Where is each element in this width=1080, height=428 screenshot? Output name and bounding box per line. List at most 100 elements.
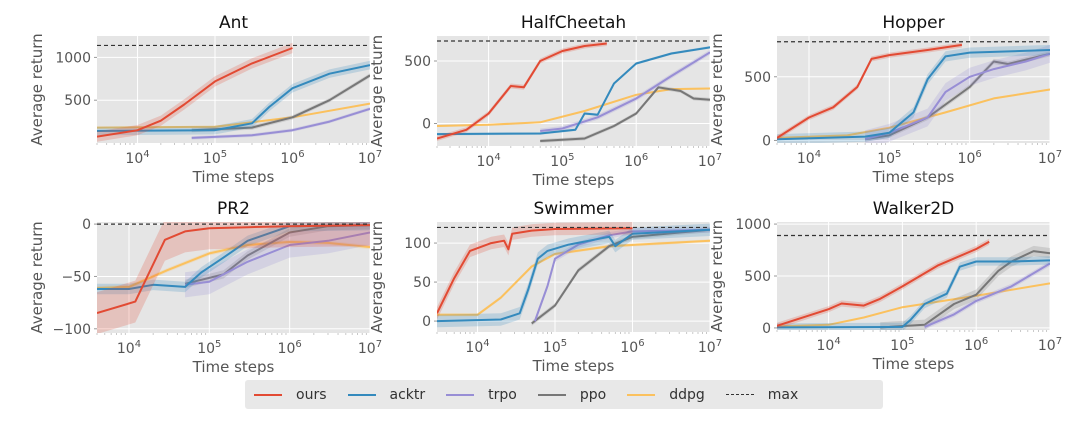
legend-label: trpo bbox=[488, 386, 517, 403]
y-tick-label: 100 bbox=[404, 236, 431, 252]
line-ppo bbox=[191, 74, 370, 132]
x-tick-label: 104 bbox=[465, 338, 489, 356]
legend-item-ours: ours bbox=[254, 387, 327, 403]
y-axis-label: Average return bbox=[708, 220, 726, 332]
y-tick-label: 1000 bbox=[735, 217, 771, 233]
panel-title: Walker2D bbox=[873, 199, 954, 219]
panel-title: Swimmer bbox=[534, 199, 614, 219]
line-acktr bbox=[777, 49, 1050, 141]
x-tick-label: 106 bbox=[964, 336, 988, 354]
y-tick-label: 0 bbox=[422, 314, 431, 330]
x-tick-label: 107 bbox=[698, 152, 722, 170]
x-axis-label: Time steps bbox=[872, 168, 955, 186]
y-tick-label: 500 bbox=[64, 93, 91, 109]
line-ours bbox=[777, 240, 990, 327]
legend-label: ours bbox=[296, 386, 327, 403]
y-tick-label: 50 bbox=[413, 275, 431, 291]
x-tick-label: 106 bbox=[620, 338, 644, 356]
line-ppo bbox=[531, 228, 710, 325]
y-tick-label: −50 bbox=[61, 269, 91, 285]
plot-series bbox=[777, 42, 1050, 143]
legend-swatch-ddpg bbox=[627, 393, 656, 396]
x-axis-label: Time steps bbox=[532, 171, 615, 189]
line-trpo bbox=[191, 107, 370, 139]
plot-series bbox=[777, 238, 1050, 330]
band-ours bbox=[777, 238, 990, 329]
panel-title: HalfCheetah bbox=[521, 13, 626, 33]
panel-hopper: 0 500 104 105 106 107 Hopper Time steps Average … bbox=[708, 13, 1062, 186]
legend-label: max bbox=[767, 386, 799, 403]
x-tick-label: 107 bbox=[358, 339, 382, 357]
band-ppo bbox=[880, 245, 1050, 330]
x-tick-label: 107 bbox=[358, 149, 382, 167]
line-ppo bbox=[540, 86, 710, 142]
legend-item-max: max bbox=[725, 386, 799, 403]
band-ours bbox=[437, 41, 607, 141]
panel-title: Ant bbox=[219, 13, 248, 33]
y-tick-label: 500 bbox=[744, 269, 771, 285]
x-tick-label: 104 bbox=[816, 336, 840, 354]
y-tick-label: −100 bbox=[53, 322, 91, 338]
y-axis-label: Average return bbox=[368, 35, 386, 147]
panel-pr2: −100 −50 0 104 105 106 107 PR2 Time steps Average… bbox=[28, 199, 382, 376]
band-acktr bbox=[97, 222, 370, 295]
x-tick-label: 105 bbox=[197, 339, 221, 357]
line-trpo bbox=[864, 52, 1050, 141]
y-axis-label: Average return bbox=[708, 33, 726, 145]
band-acktr bbox=[777, 44, 1050, 143]
line-ddpg bbox=[777, 282, 1050, 328]
line-ours bbox=[97, 224, 370, 315]
plot-series bbox=[97, 222, 370, 333]
x-tick-label: 107 bbox=[1038, 149, 1062, 167]
line-ours bbox=[777, 43, 963, 139]
x-tick-label: 104 bbox=[476, 152, 500, 170]
x-tick-label: 105 bbox=[550, 152, 574, 170]
x-tick-label: 104 bbox=[125, 149, 149, 167]
legend-swatch-acktr bbox=[347, 393, 376, 396]
line-acktr bbox=[97, 64, 370, 132]
line-ddpg bbox=[777, 88, 1050, 139]
legend-swatch-max bbox=[725, 394, 754, 395]
line-ours bbox=[437, 42, 607, 140]
x-tick-label: 105 bbox=[543, 338, 567, 356]
band-ours bbox=[437, 222, 633, 320]
x-tick-label: 105 bbox=[203, 149, 227, 167]
line-ours bbox=[97, 47, 293, 138]
legend: ours acktr trpo ppo ddpg max bbox=[245, 380, 883, 409]
x-axis-label: Time steps bbox=[532, 357, 615, 375]
legend-label: ddpg bbox=[669, 386, 705, 403]
band-acktr bbox=[97, 60, 370, 136]
line-acktr bbox=[437, 46, 710, 136]
x-tick-label: 106 bbox=[624, 152, 648, 170]
y-tick-label: 0 bbox=[422, 117, 431, 133]
y-axis-label: Average return bbox=[28, 33, 46, 145]
x-tick-label: 105 bbox=[890, 336, 914, 354]
band-ours bbox=[97, 222, 370, 333]
panel-title: Hopper bbox=[882, 13, 944, 33]
legend-swatch-ours bbox=[254, 393, 282, 396]
panel-ant: 500 1000 104 105 106 107 Ant Time steps Average … bbox=[28, 13, 382, 186]
legend-label: acktr bbox=[389, 386, 426, 403]
line-ddpg bbox=[97, 240, 370, 289]
y-tick-label: 1000 bbox=[55, 50, 91, 66]
legend-item-acktr: acktr bbox=[347, 386, 426, 403]
line-ours bbox=[437, 227, 633, 314]
line-acktr bbox=[97, 224, 370, 290]
x-tick-label: 106 bbox=[278, 339, 302, 357]
panel-title: PR2 bbox=[217, 199, 250, 219]
legend-item-trpo: trpo bbox=[446, 387, 517, 403]
band-ppo bbox=[185, 222, 370, 288]
x-tick-label: 104 bbox=[797, 149, 821, 167]
x-tick-label: 107 bbox=[1038, 336, 1062, 354]
line-trpo bbox=[533, 228, 710, 322]
x-tick-label: 106 bbox=[280, 149, 304, 167]
plot-series bbox=[437, 41, 710, 143]
x-axis-label: Time steps bbox=[192, 358, 275, 376]
legend-swatch-trpo bbox=[446, 393, 475, 396]
legend-label: ppo bbox=[579, 386, 607, 403]
line-trpo bbox=[184, 231, 370, 286]
line-ppo bbox=[880, 250, 1050, 329]
x-tick-label: 105 bbox=[877, 149, 901, 167]
plot-series bbox=[437, 222, 710, 328]
